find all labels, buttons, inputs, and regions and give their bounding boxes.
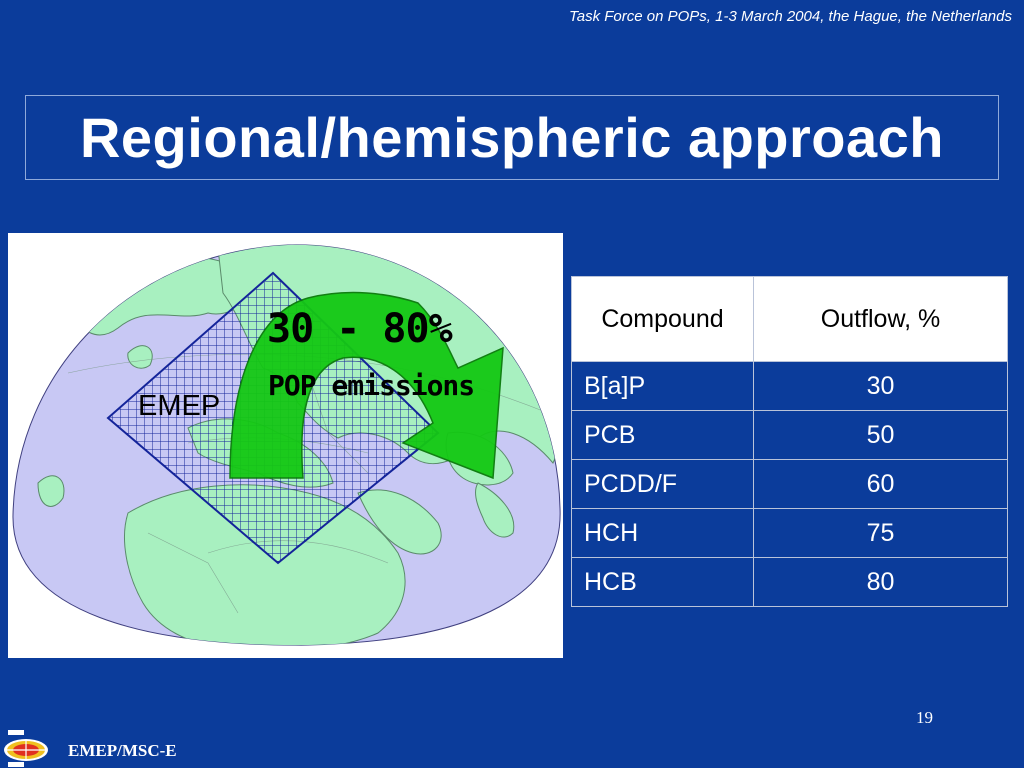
table-row: PCB 50 (571, 410, 1008, 460)
outflow-cell: 30 (753, 361, 1008, 411)
table-row: B[a]P 30 (571, 361, 1008, 411)
compound-cell: PCB (571, 410, 754, 460)
header-outflow: Outflow, % (753, 276, 1008, 362)
organization-label: EMEP/MSC-E (68, 741, 177, 760)
compound-cell: HCB (571, 557, 754, 607)
compound-cell: B[a]P (571, 361, 754, 411)
hemisphere-map (8, 233, 563, 658)
event-note: Task Force on POPs, 1-3 March 2004, the … (568, 8, 1012, 25)
page-number: 19 (916, 708, 933, 727)
outflow-cell: 75 (753, 508, 1008, 558)
emep-region-label: EMEP (138, 390, 221, 422)
table-header-row: Compound Outflow, % (571, 276, 1008, 362)
outflow-cell: 80 (753, 557, 1008, 607)
table-row: PCDD/F 60 (571, 459, 1008, 509)
table-row: HCB 80 (571, 557, 1008, 607)
compound-cell: HCH (571, 508, 754, 558)
table-row: HCH 75 (571, 508, 1008, 558)
slide-title: Regional/hemispheric approach (79, 106, 945, 169)
outflow-table: Compound Outflow, % B[a]P 30 PCB 50 PCDD… (571, 276, 1008, 607)
outflow-cell: 50 (753, 410, 1008, 460)
outflow-cell: 60 (753, 459, 1008, 509)
msc-e-logo-icon (0, 728, 52, 768)
header-compound: Compound (571, 276, 754, 362)
outflow-caption-label: POP emissions (268, 369, 475, 402)
compound-cell: PCDD/F (571, 459, 754, 509)
outflow-range-label: 30 - 80% (267, 306, 453, 352)
title-frame: Regional/hemispheric approach (25, 95, 999, 180)
